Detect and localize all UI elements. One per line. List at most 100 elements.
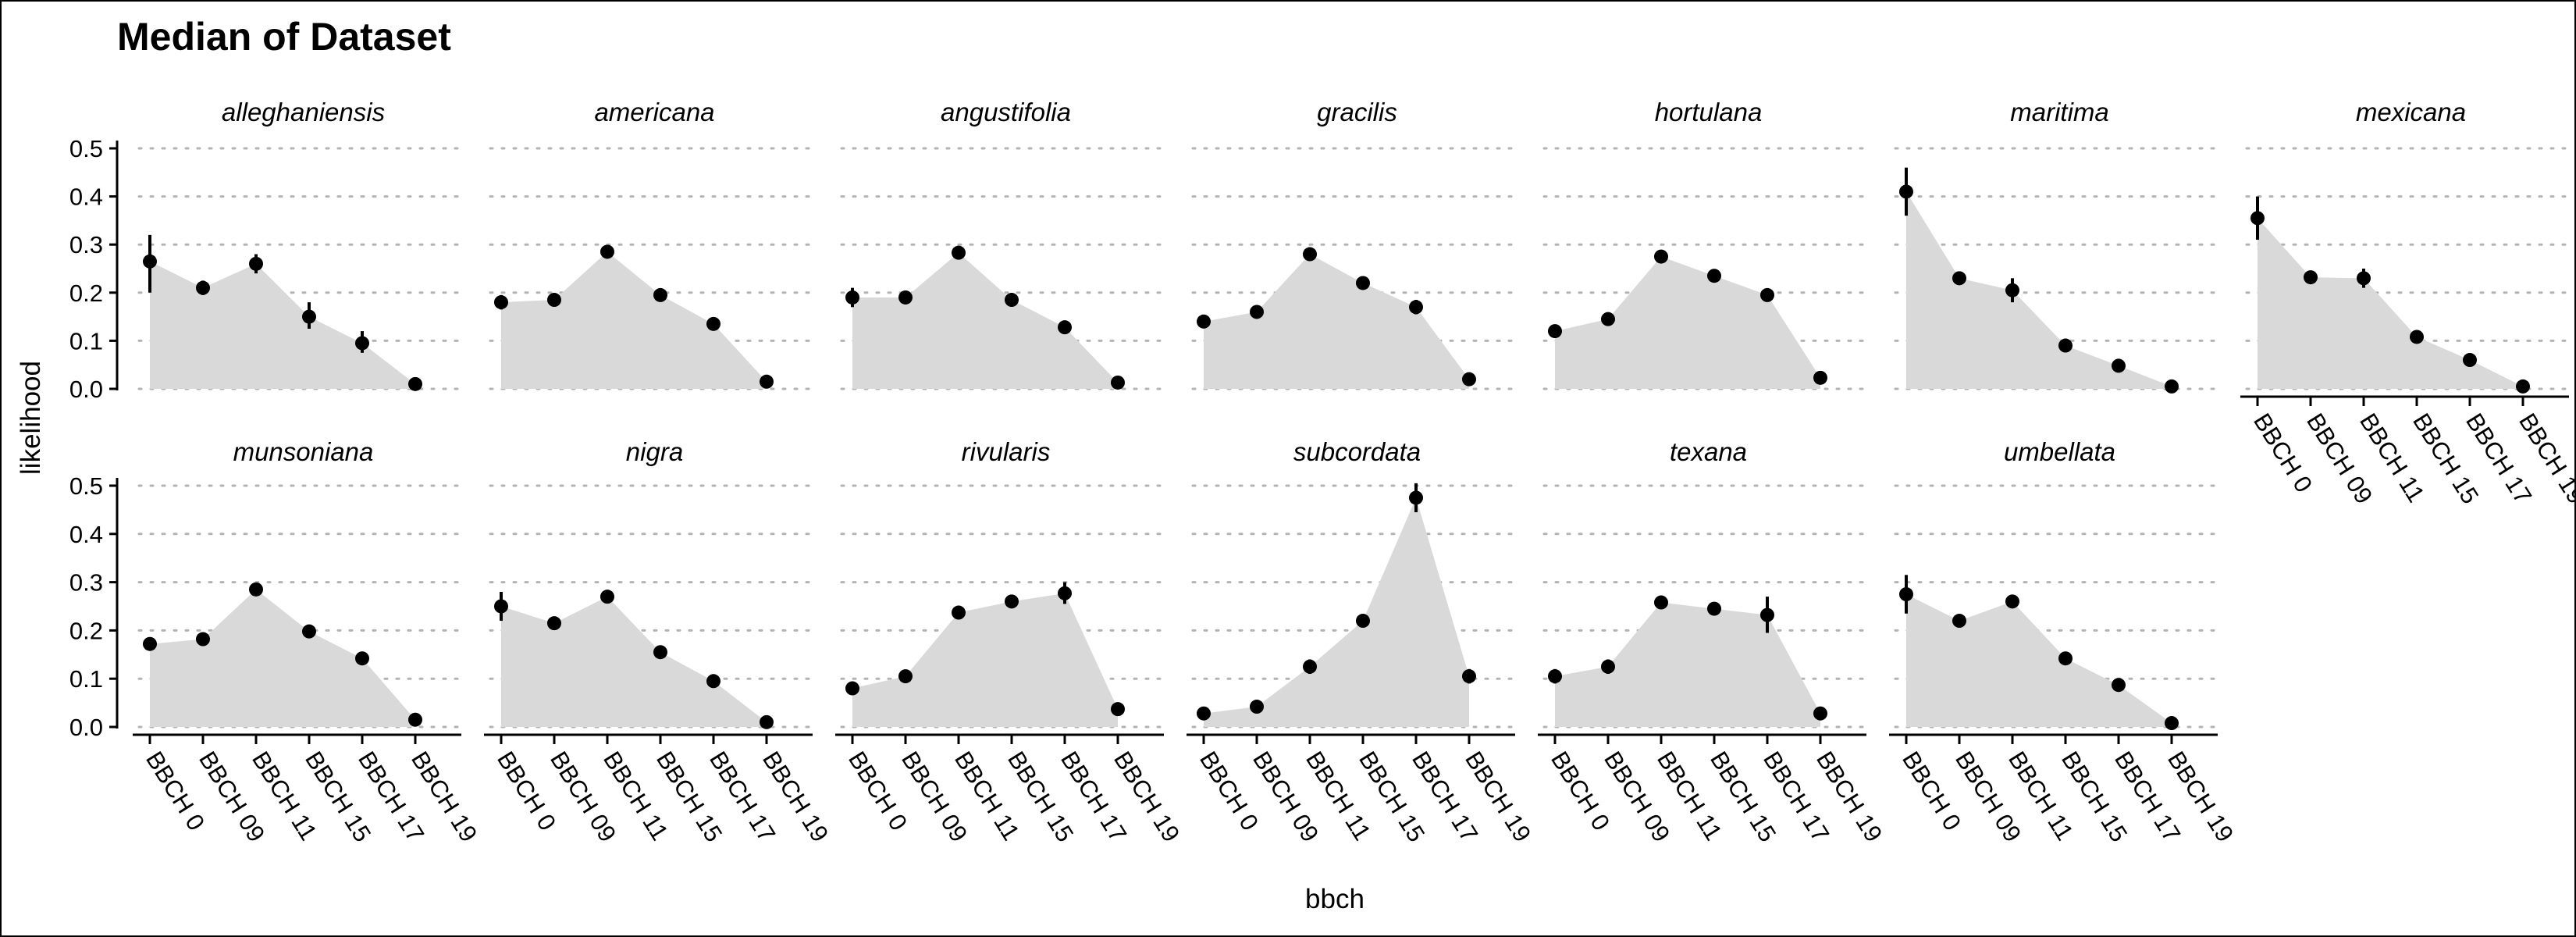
data-point — [653, 645, 667, 660]
data-point — [1005, 293, 1019, 308]
data-point — [1111, 375, 1125, 390]
data-point — [1601, 312, 1615, 326]
data-point — [408, 712, 422, 727]
data-point — [494, 599, 508, 614]
data-point — [600, 590, 614, 604]
facet-label: americana — [594, 98, 714, 126]
data-point — [2304, 270, 2318, 285]
data-point — [1111, 702, 1125, 717]
data-point — [2112, 358, 2126, 373]
likelihood-area — [150, 589, 415, 727]
data-point — [1813, 706, 1827, 721]
data-point — [1303, 247, 1317, 262]
data-point — [2463, 353, 2477, 368]
data-point — [1899, 184, 1913, 199]
data-point — [1462, 372, 1476, 387]
data-point — [1952, 614, 1966, 629]
facet-panel-americana: americana — [489, 98, 814, 390]
likelihood-area — [150, 261, 415, 389]
data-point — [706, 316, 720, 331]
facet-panels: alleghaniensis 0.0 0.1 0.2 0.3 0.4 0.5 american… — [69, 98, 2576, 846]
likelihood-area — [1204, 254, 1469, 389]
y-tick-label: 0.1 — [69, 665, 103, 693]
data-point — [1654, 249, 1668, 264]
data-point — [2058, 338, 2073, 353]
data-point — [1548, 669, 1562, 684]
facet-label: mexicana — [2356, 98, 2466, 126]
y-tick-label: 0.5 — [69, 472, 103, 500]
data-point — [1356, 614, 1370, 629]
data-point — [1462, 669, 1476, 684]
likelihood-area — [501, 597, 767, 727]
facet-label: subcordata — [1293, 437, 1421, 466]
facet-label: nigra — [626, 437, 683, 466]
facet-panel-angustifolia: angustifolia — [840, 98, 1165, 390]
data-point — [1409, 300, 1423, 315]
likelihood-area — [1204, 497, 1469, 727]
data-point — [898, 669, 913, 684]
facet-label: angustifolia — [941, 98, 1071, 126]
data-point — [2516, 379, 2530, 394]
data-point — [547, 616, 561, 631]
facet-label: umbellata — [2004, 437, 2115, 466]
likelihood-area — [1906, 191, 2172, 389]
data-point — [760, 374, 774, 389]
data-point — [898, 290, 913, 305]
facet-panel-alleghaniensis: alleghaniensis 0.0 0.1 0.2 0.3 0.4 0.5 — [69, 98, 463, 403]
facet-panel-maritima: maritima — [1894, 98, 2219, 394]
data-point — [2410, 330, 2424, 344]
chart-title: Median of Dataset — [117, 15, 451, 59]
data-point — [952, 245, 966, 260]
data-point — [249, 256, 263, 271]
data-point — [355, 651, 369, 666]
facet-label: munsoniana — [233, 437, 374, 466]
data-point — [845, 290, 859, 305]
likelihood-area — [1906, 594, 2172, 727]
data-point — [1548, 324, 1562, 339]
data-point — [2058, 651, 2073, 666]
y-tick-label: 0.0 — [69, 714, 103, 741]
likelihood-area — [1555, 256, 1820, 389]
data-point — [952, 605, 966, 620]
data-point — [1058, 320, 1072, 335]
facet-label: texana — [1670, 437, 1747, 466]
data-point — [249, 582, 263, 597]
data-point — [1303, 659, 1317, 674]
data-point — [653, 287, 667, 302]
likelihood-area — [2258, 218, 2523, 389]
y-tick-label: 0.5 — [69, 135, 103, 162]
data-point — [2005, 283, 2019, 297]
data-point — [1197, 314, 1211, 329]
y-tick-label: 0.3 — [69, 569, 103, 597]
y-tick-label: 0.2 — [69, 280, 103, 307]
data-point — [1654, 595, 1668, 610]
data-point — [302, 624, 316, 639]
facet-label: alleghaniensis — [222, 98, 385, 126]
data-point — [1760, 287, 1774, 302]
data-point — [1356, 276, 1370, 290]
data-point — [1409, 490, 1423, 505]
likelihood-area — [852, 593, 1118, 727]
facet-label: hortulana — [1655, 98, 1763, 126]
likelihood-area — [1555, 602, 1820, 727]
data-point — [143, 636, 157, 651]
data-point — [706, 674, 720, 689]
y-tick-label: 0.2 — [69, 617, 103, 644]
data-point — [1250, 305, 1264, 319]
y-tick-label: 0.0 — [69, 376, 103, 403]
data-point — [1760, 607, 1774, 622]
facet-panel-hortulana: hortulana — [1542, 98, 1868, 390]
data-point — [600, 244, 614, 259]
data-point — [196, 280, 210, 295]
facet-label: gracilis — [1317, 98, 1397, 126]
y-tick-label: 0.3 — [69, 231, 103, 258]
y-tick-label: 0.4 — [69, 183, 103, 211]
